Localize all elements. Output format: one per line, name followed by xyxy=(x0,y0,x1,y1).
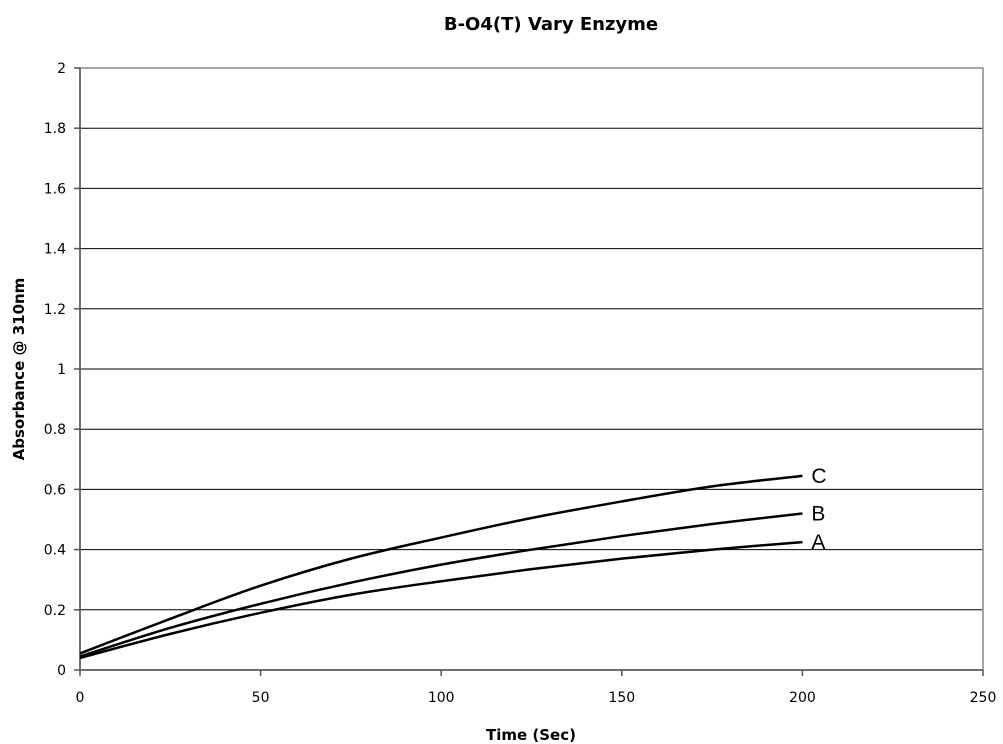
series-label-c: C xyxy=(811,465,826,488)
y-tick-label: 0.6 xyxy=(44,482,66,498)
grid-lines xyxy=(80,67,983,611)
y-tick-label: 2 xyxy=(57,61,66,77)
y-tick-label: 1.6 xyxy=(44,181,66,197)
series-line-b xyxy=(79,512,803,658)
y-tick-label: 0 xyxy=(57,663,66,679)
series-lines xyxy=(79,474,803,660)
series-line-c xyxy=(79,474,803,655)
x-tick-label: 50 xyxy=(252,690,270,706)
series-label-a: A xyxy=(811,531,825,554)
series-label-b: B xyxy=(811,502,825,525)
x-axis-label: Time (Sec) xyxy=(486,726,576,744)
x-tick-label: 150 xyxy=(608,690,635,706)
y-tick-label: 0.4 xyxy=(44,543,66,559)
y-tick-label: 1.8 xyxy=(44,121,66,137)
x-tick-label: 250 xyxy=(970,690,997,706)
series-line-a xyxy=(79,540,803,660)
x-tick-label: 0 xyxy=(76,690,85,706)
y-axis-label: Absorbance @ 310nm xyxy=(10,278,28,461)
tick-labels: 0 0.2 0.4 0.6 0.8 1 1.2 1.4 1.6 1.8 2 0 50 100 150 200 2… xyxy=(44,61,997,706)
y-tick-label: 1.4 xyxy=(44,242,66,258)
x-tick-label: 100 xyxy=(428,690,455,706)
axes xyxy=(74,67,984,676)
series-labels: ABC xyxy=(811,465,826,554)
x-tick-label: 200 xyxy=(789,690,816,706)
y-tick-label: 0.2 xyxy=(44,603,66,619)
chart-title: B-O4(T) Vary Enzyme xyxy=(444,14,658,35)
y-tick-label: 1.2 xyxy=(44,302,66,318)
y-tick-label: 0.8 xyxy=(44,422,66,438)
y-tick-label: 1 xyxy=(57,362,66,378)
